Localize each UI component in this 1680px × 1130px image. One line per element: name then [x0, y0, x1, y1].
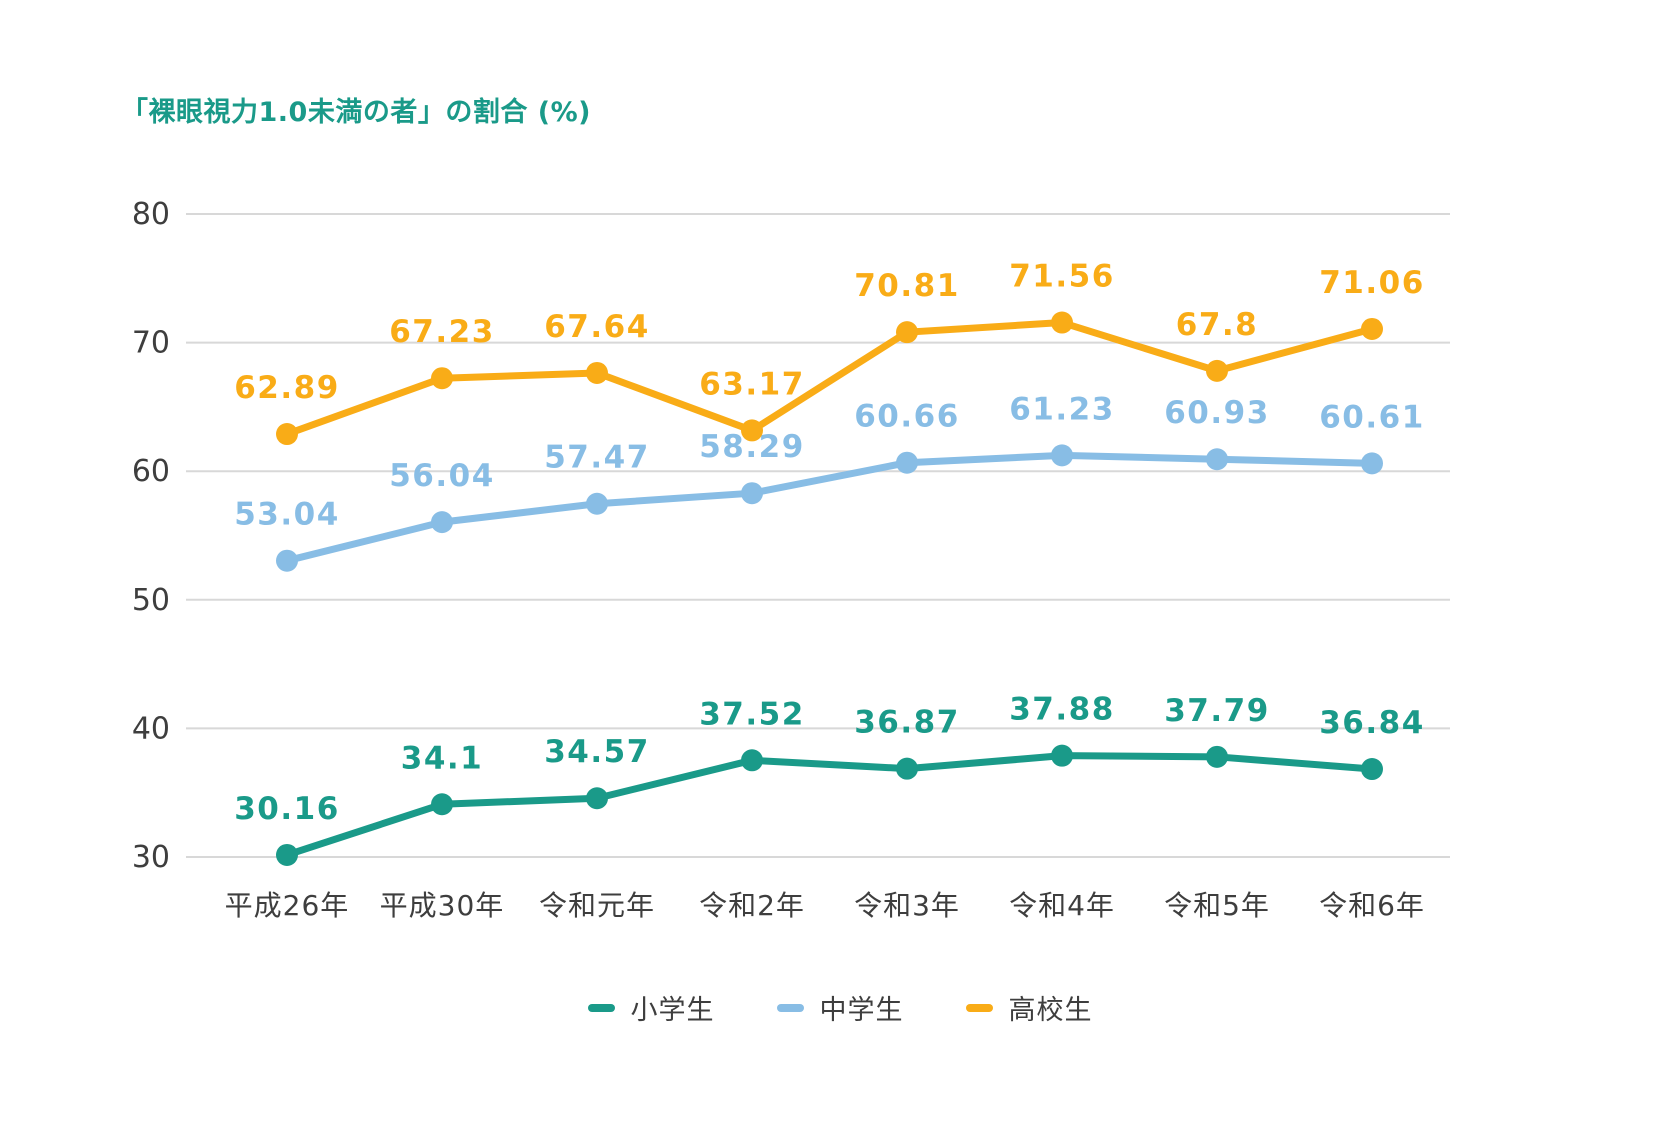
y-axis-tick-80: 80 — [132, 197, 170, 232]
data-point-中学生-平成26年 — [276, 549, 298, 572]
data-label-中学生-令和5年: 60.93 — [1164, 395, 1270, 431]
data-label-小学生-令和5年: 37.79 — [1164, 693, 1270, 729]
data-point-高校生-令和3年 — [896, 321, 918, 344]
legend-item-junior-high: 中学生 — [776, 988, 904, 1027]
legend-label-junior-high: 中学生 — [819, 995, 904, 1026]
data-point-高校生-令和5年 — [1206, 359, 1228, 382]
data-point-小学生-令和2年 — [741, 749, 763, 772]
y-axis-tick-60: 60 — [132, 454, 170, 489]
data-point-小学生-令和3年 — [896, 757, 918, 780]
series-line-中学生 — [283, 451, 1376, 565]
x-axis-tick-2: 平成30年 — [380, 889, 505, 922]
data-label-小学生-令和4年: 37.88 — [1009, 692, 1115, 728]
data-label-中学生-令和6年: 60.61 — [1319, 399, 1425, 435]
high-school-series-swatch — [965, 1003, 993, 1012]
data-label-小学生-令和6年: 36.84 — [1319, 705, 1425, 741]
data-label-中学生-平成26年: 53.04 — [234, 497, 340, 533]
data-label-高校生-令和6年: 71.06 — [1319, 265, 1425, 301]
data-label-高校生-令和4年: 71.56 — [1009, 259, 1115, 295]
data-point-中学生-令和4年 — [1051, 444, 1073, 467]
data-point-高校生-令和元年 — [586, 361, 608, 384]
data-label-小学生-令和元年: 34.57 — [544, 734, 650, 770]
data-point-中学生-令和6年 — [1361, 452, 1383, 475]
chart-title: 「裸眼視力1.0未満の者」の割合 (%) — [121, 97, 591, 128]
data-point-高校生-令和2年 — [741, 419, 763, 442]
x-axis-tick-1: 平成26年 — [225, 889, 350, 922]
data-point-高校生-平成26年 — [276, 423, 298, 446]
data-label-高校生-令和元年: 67.64 — [544, 309, 650, 345]
junior-high-series-swatch — [776, 1003, 804, 1012]
data-label-中学生-平成30年: 56.04 — [389, 458, 495, 494]
data-point-小学生-令和4年 — [1051, 744, 1073, 767]
elementary-series-swatch — [587, 1003, 615, 1012]
data-point-小学生-令和元年 — [586, 787, 608, 810]
data-point-中学生-令和2年 — [741, 482, 763, 505]
x-axis-tick-8: 令和6年 — [1319, 889, 1425, 922]
data-point-高校生-平成30年 — [431, 367, 453, 390]
data-label-高校生-令和2年: 63.17 — [699, 366, 805, 402]
x-axis-tick-3: 令和元年 — [539, 889, 655, 922]
data-label-高校生-令和3年: 70.81 — [854, 268, 960, 304]
data-point-中学生-令和元年 — [586, 492, 608, 515]
legend-item-elementary: 小学生 — [587, 988, 715, 1027]
chart-legend: 小学生 中学生 高校生 — [0, 988, 1680, 1027]
data-label-小学生-平成26年: 30.16 — [234, 791, 340, 827]
data-label-高校生-平成26年: 62.89 — [234, 370, 340, 406]
data-label-小学生-令和2年: 37.52 — [699, 696, 805, 732]
data-label-小学生-平成30年: 34.1 — [401, 740, 484, 776]
series-line-小学生 — [283, 752, 1376, 859]
data-label-中学生-令和元年: 57.47 — [544, 440, 650, 476]
x-axis-tick-4: 令和2年 — [699, 889, 805, 922]
data-point-小学生-令和5年 — [1206, 745, 1228, 768]
x-axis-tick-6: 令和4年 — [1009, 889, 1115, 922]
data-point-小学生-令和6年 — [1361, 758, 1383, 781]
data-point-中学生-令和3年 — [896, 451, 918, 474]
legend-label-high-school: 高校生 — [1008, 995, 1093, 1026]
data-label-中学生-令和4年: 61.23 — [1009, 391, 1115, 427]
y-axis-tick-70: 70 — [132, 326, 170, 361]
data-label-小学生-令和3年: 36.87 — [854, 705, 960, 741]
data-point-高校生-令和6年 — [1361, 317, 1383, 340]
y-axis-tick-30: 30 — [132, 840, 170, 875]
x-axis-tick-5: 令和3年 — [854, 889, 960, 922]
data-point-中学生-平成30年 — [431, 511, 453, 534]
data-point-小学生-平成26年 — [276, 843, 298, 866]
series-line-高校生 — [283, 319, 1376, 438]
x-axis-tick-7: 令和5年 — [1164, 889, 1270, 922]
data-label-高校生-平成30年: 67.23 — [389, 314, 495, 350]
data-label-中学生-令和3年: 60.66 — [854, 399, 960, 435]
data-point-小学生-平成30年 — [431, 793, 453, 816]
data-point-中学生-令和5年 — [1206, 448, 1228, 471]
data-label-高校生-令和5年: 67.8 — [1176, 307, 1259, 343]
data-point-高校生-令和4年 — [1051, 311, 1073, 334]
y-axis-tick-50: 50 — [132, 583, 170, 618]
legend-label-elementary: 小学生 — [630, 995, 715, 1026]
y-axis-tick-40: 40 — [132, 711, 170, 746]
legend-item-high-school: 高校生 — [965, 988, 1093, 1027]
